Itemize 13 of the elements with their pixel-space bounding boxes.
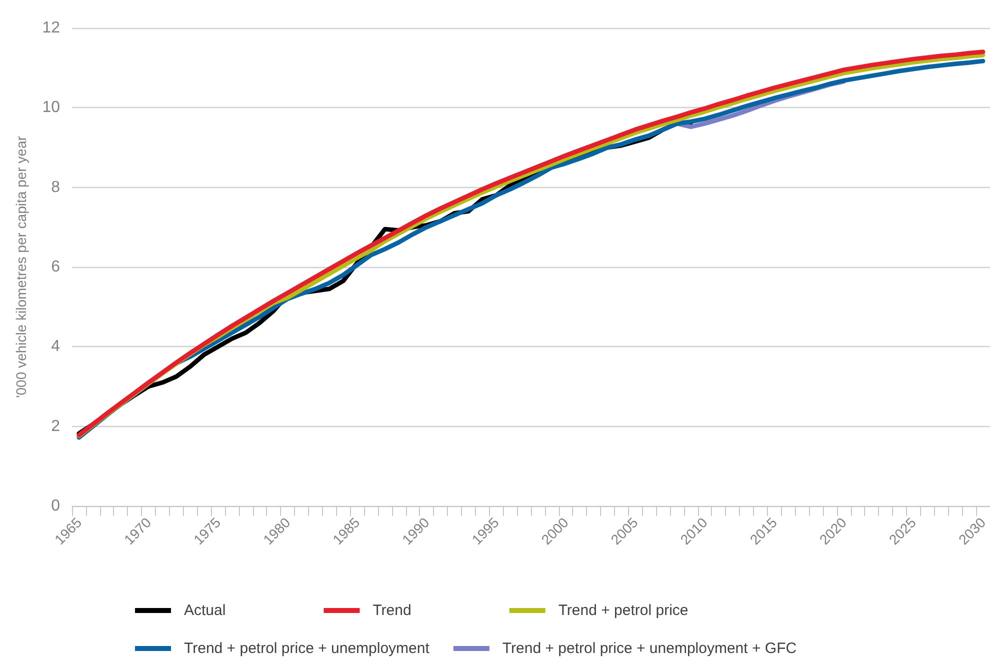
- y-axis-title: '000 vehicle kilometres per capita per year: [13, 136, 29, 398]
- y-tick-label: 0: [51, 498, 60, 514]
- legend-label: Trend + petrol price + unemployment: [184, 640, 430, 657]
- y-tick-label: 10: [42, 99, 60, 116]
- y-tick-label: 2: [51, 418, 60, 435]
- y-tick-label: 12: [42, 20, 60, 36]
- legend-label: Trend + petrol price: [558, 602, 688, 619]
- legend-label: Actual: [184, 602, 226, 619]
- legend-label: Trend + petrol price + unemployment + GFC: [502, 640, 797, 657]
- y-tick-label: 4: [51, 338, 60, 356]
- y-tick-label: 6: [51, 258, 60, 276]
- legend-label: Trend: [372, 602, 412, 619]
- y-tick-label: 8: [51, 178, 60, 196]
